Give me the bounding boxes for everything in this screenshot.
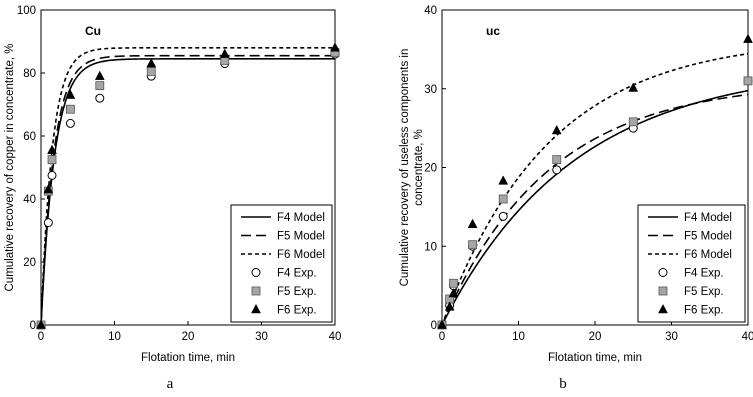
y-axis-label: Cumulative recovery of copper in concent… xyxy=(4,43,16,291)
data-point-f6-exp xyxy=(36,319,46,329)
data-point-f4-exp xyxy=(43,218,53,228)
legend-box xyxy=(637,204,746,323)
y-tick-label: 10 xyxy=(424,241,437,253)
panel-sublabel: a xyxy=(167,376,174,392)
legend-label: F6 Exp. xyxy=(277,305,317,317)
legend-label: F6 Model xyxy=(684,249,732,261)
legend-label: F4 Model xyxy=(684,212,732,224)
data-point-f5-exp xyxy=(47,155,57,165)
data-point-f6-exp xyxy=(330,42,340,52)
data-point-f5-exp xyxy=(95,81,105,90)
data-point-f6-exp xyxy=(65,89,76,99)
data-point-f4-exp xyxy=(47,170,57,180)
legend-label: F5 Model xyxy=(277,231,325,243)
y-axis-label-line: Cumulative recovery of useless component… xyxy=(399,49,411,287)
data-point-f4-exp xyxy=(65,118,75,128)
data-point-f5-exp xyxy=(66,104,75,114)
x-tick-label: 30 xyxy=(255,331,268,343)
data-point-f5-exp xyxy=(552,155,562,165)
data-point-f5-exp xyxy=(449,278,458,288)
legend-label: F4 Exp. xyxy=(277,268,317,280)
data-point-f6-exp xyxy=(146,58,157,68)
model-curve-f5-model xyxy=(40,54,335,326)
x-tick-label: 10 xyxy=(512,331,525,343)
panel-title: Cu xyxy=(85,24,101,38)
legend-label: F4 Model xyxy=(277,212,325,224)
data-point-f6-exp xyxy=(94,70,105,80)
data-point-f5-exp xyxy=(743,76,753,86)
data-point-f6-exp xyxy=(437,319,447,329)
y-tick-label: 20 xyxy=(424,163,437,175)
y-tick-label: 80 xyxy=(23,68,36,80)
data-point-f6-exp xyxy=(498,175,509,185)
y-axis-label-line: Cumulative recovery of copper in concent… xyxy=(4,43,16,291)
model-curve-f5-model xyxy=(441,93,749,326)
x-axis-label: Flotation time, min xyxy=(548,352,642,364)
data-point-f4-exp xyxy=(498,211,508,221)
chart-panel-uc: 0 10 20 30 40 0 10 20 30 40 Flotation time, min Cum… xyxy=(399,5,753,392)
model-curve-f4-model xyxy=(40,58,335,326)
y-tick-label: 60 xyxy=(23,131,36,143)
x-tick-label: 20 xyxy=(182,331,195,343)
model-curve-f6-model xyxy=(441,52,749,326)
y-tick-label: 0 xyxy=(431,320,437,332)
legend-box xyxy=(230,204,333,323)
legend-marker xyxy=(658,268,668,277)
data-point-f5-exp xyxy=(628,117,638,127)
legend-label: F5 Model xyxy=(684,231,732,243)
y-tick-label: 40 xyxy=(23,194,36,206)
panel-title: uc xyxy=(486,24,500,38)
x-tick-label: 0 xyxy=(38,331,44,343)
legend-label: F5 Exp. xyxy=(684,286,724,298)
data-point-f6-exp xyxy=(743,33,753,43)
x-tick-label: 30 xyxy=(665,331,678,343)
data-point-f5-exp xyxy=(146,67,156,76)
legend-label: F6 Exp. xyxy=(684,305,724,317)
legend-marker xyxy=(251,268,261,277)
legend-label: F5 Exp. xyxy=(277,286,317,298)
data-point-f4-exp xyxy=(95,93,105,103)
legend: F4 Model F5 Model F6 Model F4 Exp. F5 Exp. F6… xyxy=(637,204,746,323)
x-tick-label: 20 xyxy=(589,331,602,343)
chart-panel-Cu: 0 10 20 30 40 0 20 40 60 80 100 Flotation time, min… xyxy=(4,5,341,392)
data-point-f6-exp xyxy=(448,287,459,298)
x-axis-label: Flotation time, min xyxy=(141,352,235,364)
data-point-f6-exp xyxy=(551,124,562,135)
x-tick-label: 40 xyxy=(742,331,753,343)
legend-marker xyxy=(251,303,261,314)
data-point-f6-exp xyxy=(219,48,230,58)
x-tick-label: 10 xyxy=(108,331,121,343)
data-point-f6-exp xyxy=(628,82,639,92)
legend-marker xyxy=(658,286,668,296)
y-tick-label: 0 xyxy=(30,320,36,332)
y-tick-label: 100 xyxy=(17,5,36,17)
y-tick-label: 20 xyxy=(23,257,36,269)
legend-marker xyxy=(658,303,668,314)
data-point-f6-exp xyxy=(43,184,54,194)
panel-sublabel: b xyxy=(559,376,567,392)
data-point-f4-exp xyxy=(552,165,562,175)
legend-label: F4 Exp. xyxy=(684,268,724,280)
legend-label: F6 Model xyxy=(277,249,325,261)
legend: F4 Model F5 Model F6 Model F4 Exp. F5 Exp. F6… xyxy=(230,204,333,323)
data-point-f6-exp xyxy=(467,218,478,228)
x-tick-label: 40 xyxy=(329,331,342,343)
data-point-f6-exp xyxy=(47,144,57,154)
y-axis-label-line: concentrate, % xyxy=(413,129,425,206)
x-tick-label: 0 xyxy=(439,331,445,343)
data-point-f5-exp xyxy=(468,240,478,250)
data-point-f5-exp xyxy=(498,194,508,204)
y-axis-label: Cumulative recovery of useless component… xyxy=(399,49,425,287)
y-tick-label: 40 xyxy=(424,5,437,17)
y-tick-label: 30 xyxy=(424,84,437,96)
legend-marker xyxy=(251,286,261,296)
data-point-f6-exp xyxy=(444,301,455,311)
